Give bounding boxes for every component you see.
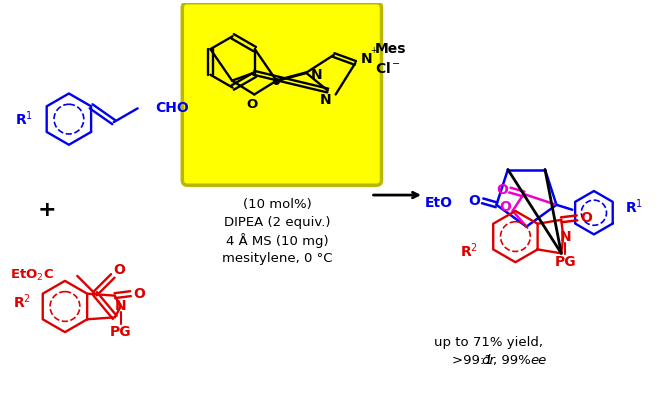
Text: O: O xyxy=(113,263,124,277)
Text: N: N xyxy=(559,230,571,244)
Text: N: N xyxy=(361,52,372,66)
Text: O: O xyxy=(496,183,508,197)
Text: O: O xyxy=(134,287,145,300)
Text: R$^1$: R$^1$ xyxy=(15,110,33,129)
Text: +: + xyxy=(38,200,57,220)
Text: CHO: CHO xyxy=(155,101,189,115)
Text: EtO: EtO xyxy=(425,196,453,210)
Text: O: O xyxy=(580,211,592,225)
Text: PG: PG xyxy=(110,325,132,339)
Text: PG: PG xyxy=(555,255,576,269)
Text: mesitylene, 0 °C: mesitylene, 0 °C xyxy=(222,252,332,265)
Text: (10 mol%): (10 mol%) xyxy=(243,199,311,211)
Text: N: N xyxy=(311,68,322,82)
Text: , 99%: , 99% xyxy=(493,354,535,367)
Text: Mes: Mes xyxy=(375,42,407,56)
Text: >99:1: >99:1 xyxy=(451,354,497,367)
Text: ee: ee xyxy=(530,354,547,367)
Text: N: N xyxy=(115,299,126,314)
Text: EtO$_2$C: EtO$_2$C xyxy=(10,268,54,283)
Text: R$^2$: R$^2$ xyxy=(460,241,478,259)
Text: 4 Å MS (10 mg): 4 Å MS (10 mg) xyxy=(226,233,328,248)
Text: O: O xyxy=(247,98,258,111)
Text: O: O xyxy=(499,200,511,214)
Text: R$^1$: R$^1$ xyxy=(626,197,644,216)
Text: N: N xyxy=(320,94,332,107)
Text: O: O xyxy=(468,194,480,208)
Text: dr: dr xyxy=(481,354,495,367)
FancyBboxPatch shape xyxy=(182,3,382,185)
Text: R$^2$: R$^2$ xyxy=(13,292,31,311)
Text: $^+$: $^+$ xyxy=(369,46,378,56)
Text: DIPEA (2 equiv.): DIPEA (2 equiv.) xyxy=(224,216,330,229)
Text: up to 71% yield,: up to 71% yield, xyxy=(434,336,544,349)
Text: Cl$^-$: Cl$^-$ xyxy=(375,61,401,76)
